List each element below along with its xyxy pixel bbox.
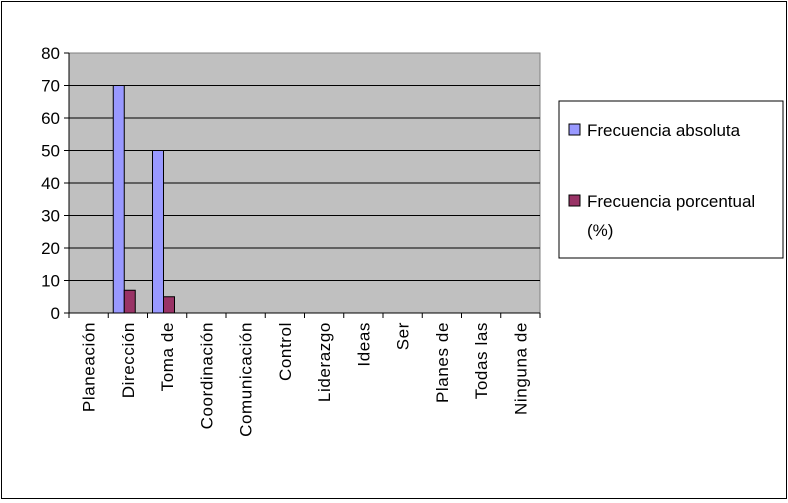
- y-tick-label: 30: [41, 207, 60, 226]
- y-tick-label: 80: [41, 44, 60, 63]
- x-tick-label: Todas las: [472, 322, 491, 399]
- x-tick-label: Ideas: [354, 322, 373, 367]
- y-tick-label: 50: [41, 142, 60, 161]
- x-tick-label: Dirección: [119, 322, 138, 398]
- legend-label: Frecuencia porcentual: [587, 192, 755, 211]
- x-tick-label: Comunicación: [237, 322, 256, 437]
- y-tick-label: 40: [41, 174, 60, 193]
- legend-label: Frecuencia absoluta: [587, 121, 741, 140]
- bar-porcentual-2: [163, 296, 175, 314]
- bar-absoluta-2: [152, 150, 164, 314]
- legend: Frecuencia absoluta Frecuencia porcentual…: [558, 100, 784, 259]
- x-tick-label: Ser: [394, 322, 413, 350]
- y-tick-label: 70: [41, 77, 60, 96]
- axes: [64, 52, 541, 318]
- x-tick-label: Control: [276, 322, 295, 381]
- x-tick-label: Planes de: [433, 322, 452, 403]
- y-tick-labels: 0 10 20 30 40 50 60 70 80: [41, 44, 60, 323]
- y-tick-label: 20: [41, 239, 60, 258]
- x-tick-label: Planeación: [80, 322, 99, 412]
- legend-label: (%): [587, 221, 613, 240]
- bar-porcentual-1: [123, 289, 136, 314]
- x-tick-label: Toma de: [158, 322, 177, 391]
- x-tick-label: Ninguna de: [511, 322, 530, 415]
- y-tick-label: 10: [41, 272, 60, 291]
- x-tick-label: Coordinación: [197, 322, 216, 429]
- legend-swatch-porcentual: [568, 194, 581, 207]
- legend-swatch-absoluta: [568, 123, 581, 136]
- legend-box: [558, 100, 784, 259]
- y-tick-label: 60: [41, 109, 60, 128]
- x-tick-labels: Planeación Dirección Toma de Coordinación Co…: [80, 322, 531, 437]
- x-tick-label: Liderazgo: [315, 322, 334, 402]
- bar-absoluta-1: [112, 85, 125, 314]
- gridlines: [69, 85, 540, 281]
- y-tick-label: 0: [51, 304, 60, 323]
